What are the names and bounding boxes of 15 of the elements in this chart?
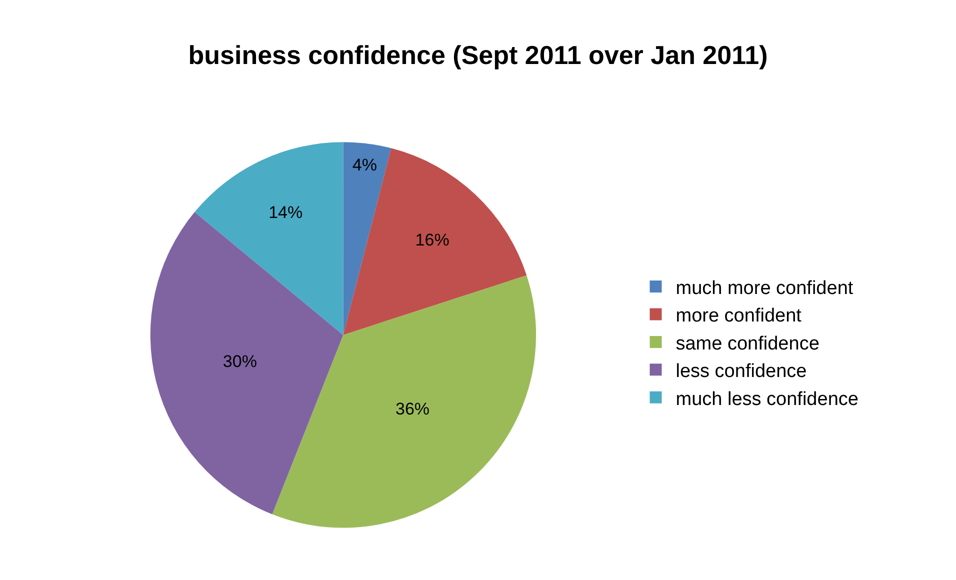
data-label: 14% [268, 203, 303, 222]
legend-label: more confident [676, 306, 802, 327]
data-label: 36% [395, 399, 430, 418]
legend-label: less confidence [676, 361, 807, 382]
data-label: 30% [222, 352, 257, 371]
legend-label: same confidence [676, 333, 820, 354]
data-label: 16% [415, 230, 450, 250]
chart-title: business confidence (Sept 2011 over Jan 2011) [188, 40, 768, 70]
pie-slice [343, 148, 527, 335]
legend-label: much less confidence [676, 388, 858, 410]
pie-slice [272, 275, 536, 528]
legend-label: much more confident [676, 278, 854, 299]
data-label: 4% [352, 155, 377, 174]
pie-slice [343, 142, 392, 335]
pie-slice [194, 142, 344, 335]
